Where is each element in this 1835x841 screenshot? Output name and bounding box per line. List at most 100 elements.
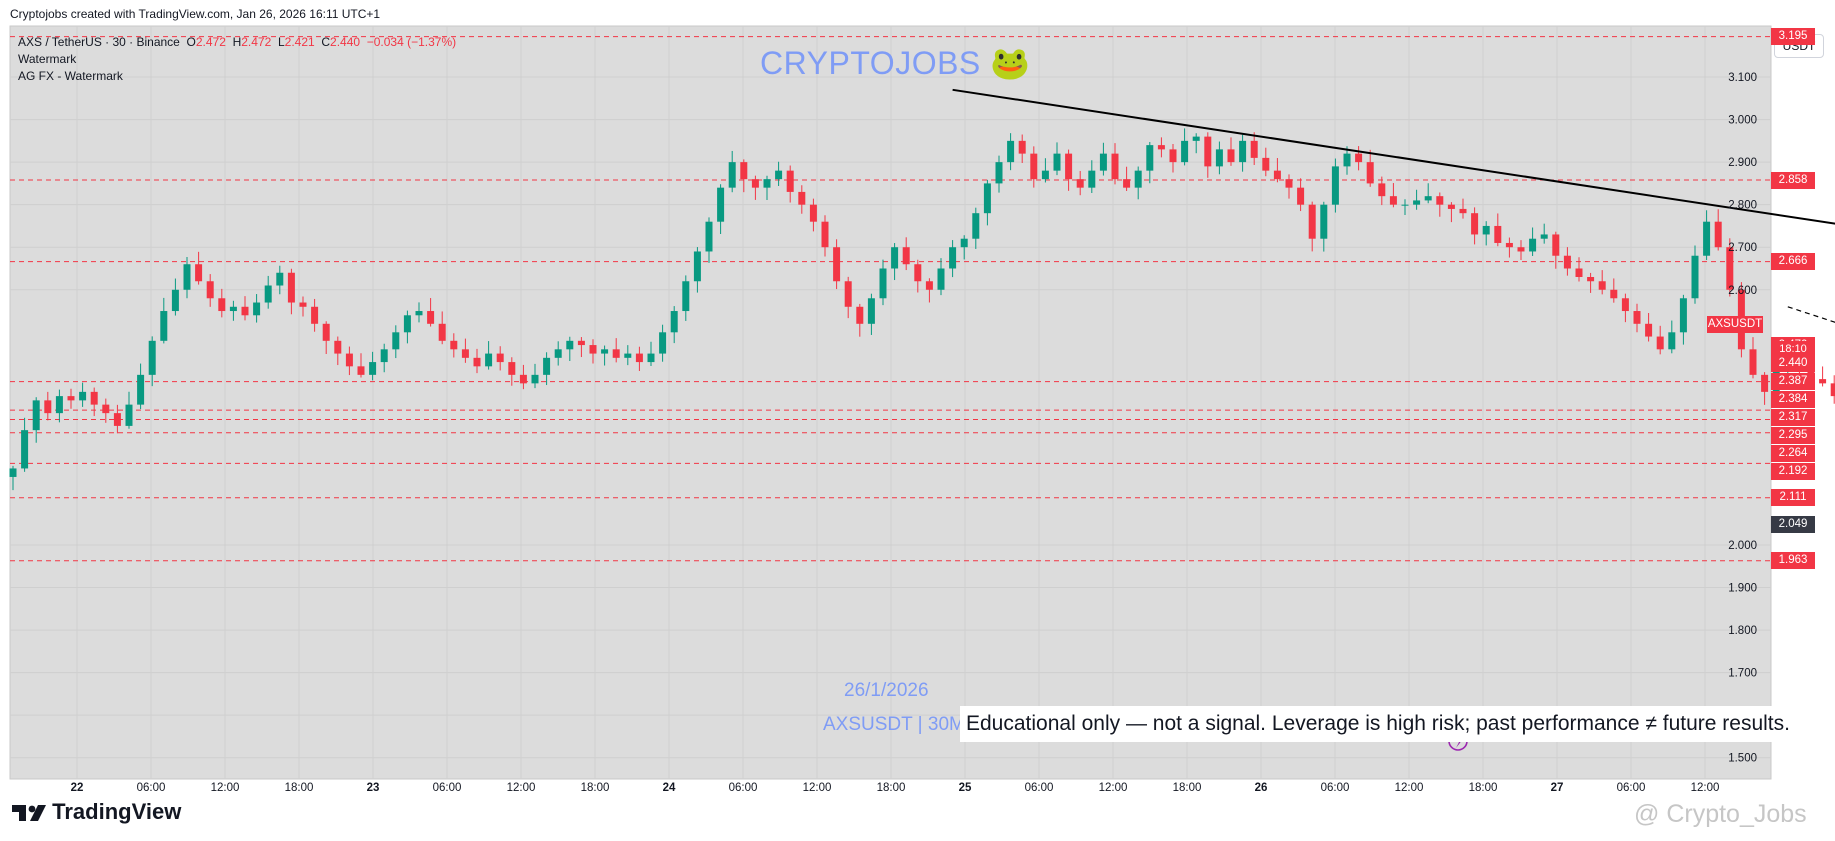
candle-body: [44, 400, 52, 414]
price-label: 2.192: [1771, 462, 1815, 480]
candle-body: [450, 340, 458, 350]
candle-body: [1273, 170, 1281, 180]
legend-change: −0.034 (−1.37%): [366, 35, 457, 49]
candle-body: [403, 315, 411, 333]
candle-body: [1181, 140, 1189, 163]
candle-body: [1378, 183, 1386, 197]
candle-body: [775, 170, 783, 180]
legend-indicator-2[interactable]: AG FX - Watermark: [18, 69, 123, 83]
price-label: 2.111: [1771, 489, 1815, 507]
candle-body: [357, 366, 365, 375]
candle-body: [937, 268, 945, 290]
candle-body: [1703, 221, 1711, 256]
candle-body: [334, 340, 342, 354]
legend-high-label: H: [232, 35, 242, 49]
candle-body: [461, 349, 469, 358]
candle-body: [427, 311, 435, 324]
y-tick-label: 1.900: [1728, 583, 1757, 595]
candle-body: [659, 332, 667, 354]
y-tick-label: 1.500: [1728, 753, 1757, 765]
y-tick-label: 1.800: [1728, 625, 1757, 637]
symbol-legend: AXS / TetherUS · 30 · Binance O2.472 H2.…: [18, 34, 456, 85]
candle-body: [1320, 204, 1328, 239]
candle-body: [519, 374, 527, 384]
candle-body: [1761, 374, 1769, 392]
bar-countdown: 18:10: [1771, 340, 1815, 357]
x-tick-label: 26: [1255, 782, 1268, 794]
candle-body: [1830, 383, 1835, 397]
candle-body: [32, 400, 40, 431]
candle-body: [1041, 170, 1049, 180]
candle-body: [693, 251, 701, 282]
candle-body: [1413, 200, 1421, 205]
candle-body: [1366, 162, 1374, 184]
candle-body: [1668, 332, 1676, 350]
candle-body: [1540, 234, 1548, 239]
candle-body: [995, 162, 1003, 184]
candle-body: [1447, 204, 1455, 209]
y-tick-label: 3.100: [1728, 72, 1757, 84]
price-label: 3.195: [1771, 28, 1815, 46]
candle-body: [1169, 149, 1177, 163]
candle-body: [1308, 204, 1316, 239]
candle-body: [740, 162, 748, 180]
x-tick-label: 18:00: [581, 782, 610, 794]
price-label: 2.858: [1771, 171, 1815, 189]
candle-body: [1018, 140, 1026, 154]
candle-body: [1726, 247, 1734, 290]
candle-body: [589, 345, 597, 354]
candle-body: [218, 298, 226, 312]
trendline-solid: [952, 88, 1835, 225]
y-tick-label: 2.800: [1728, 200, 1757, 212]
candle-body: [705, 221, 713, 252]
candle-body: [682, 281, 690, 312]
candle-body: [1517, 247, 1525, 252]
candle-body: [763, 179, 771, 188]
candle-body: [1123, 179, 1131, 188]
candle-body: [531, 374, 539, 384]
candle-body: [1691, 255, 1699, 299]
candle-body: [1215, 149, 1223, 167]
legend-close-label: C: [321, 35, 331, 49]
candle-body: [1424, 196, 1432, 201]
candle-body: [369, 362, 377, 375]
legend-open-label: O: [186, 35, 196, 49]
candle-body: [241, 306, 249, 316]
candle-body: [1552, 234, 1560, 256]
x-tick-label: 06:00: [137, 782, 166, 794]
candle-body: [543, 357, 551, 375]
candle-body: [1656, 336, 1664, 350]
candle-body: [1134, 170, 1142, 188]
candle-body: [508, 362, 516, 375]
trendlines: [952, 88, 1835, 323]
candle-body: [1714, 221, 1722, 248]
watermark-symbol: AXSUSDT | 30M: [823, 714, 965, 735]
x-tick-label: 06:00: [1321, 782, 1350, 794]
candle-body: [1459, 208, 1467, 214]
x-tick-label: 22: [71, 782, 84, 794]
candle-body: [79, 391, 87, 401]
time-axis[interactable]: 22 06:00 12:00 18:00 23 06:00 12:00 18:00 24 06:0…: [71, 782, 1720, 794]
candle-body: [1157, 145, 1165, 150]
tradingview-logo[interactable]: TradingView: [12, 799, 181, 825]
candle-body: [322, 323, 330, 341]
candle-body: [415, 311, 423, 316]
candle-body: [1645, 323, 1653, 337]
candle-body: [728, 162, 736, 188]
watermark-date: 26/1/2026: [844, 680, 929, 701]
candle-body: [833, 247, 841, 282]
candle-body: [624, 353, 632, 358]
price-label: 2.384: [1771, 390, 1815, 408]
legend-indicator-1[interactable]: Watermark: [18, 52, 77, 66]
candle-body: [635, 353, 643, 363]
legend-open: 2.472: [195, 35, 226, 49]
candle-body: [1575, 268, 1583, 277]
candle-body: [798, 191, 806, 205]
tradingview-logo-text: TradingView: [52, 799, 182, 824]
candle-body: [670, 311, 678, 333]
candle-body: [1598, 281, 1606, 290]
candle-body: [125, 404, 133, 426]
candle-body: [276, 272, 284, 286]
x-tick-label: 06:00: [729, 782, 758, 794]
